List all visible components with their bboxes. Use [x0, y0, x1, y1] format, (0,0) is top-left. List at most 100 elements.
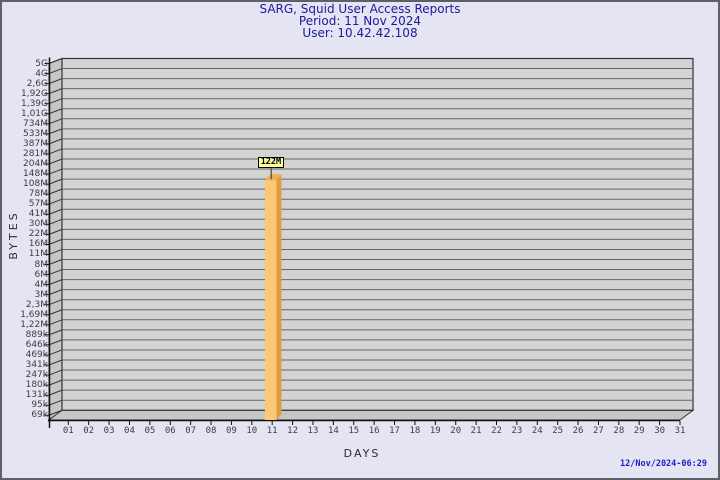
y-tick-label: 2,6G	[26, 78, 48, 89]
y-tick-label: 30M	[28, 219, 48, 230]
y-tick-label: 95k	[31, 400, 48, 411]
wall-tick	[48, 349, 63, 356]
chart-period: Period: 11 Nov 2024	[298, 14, 422, 28]
x-tick-label: 07	[185, 426, 197, 436]
wall-tick	[48, 248, 63, 255]
x-tick-label: 21	[470, 426, 482, 436]
wall-tick	[48, 108, 63, 115]
wall-tick	[48, 58, 63, 64]
wall-tick	[48, 218, 63, 225]
wall-tick	[48, 299, 63, 306]
y-tick-label: 57M	[28, 199, 48, 210]
x-tick-label: 31	[674, 426, 686, 436]
x-tick-label: 16	[368, 426, 380, 436]
x-tick-label: 25	[552, 426, 564, 436]
y-tick-label: 4G	[35, 68, 48, 79]
y-tick-label: 1,01G	[20, 108, 48, 119]
x-tick-label: 18	[409, 426, 421, 436]
wall-tick	[48, 259, 63, 265]
y-tick-label: 5G	[35, 58, 48, 69]
y-tick-label: 646k	[25, 339, 48, 350]
x-tick-label: 10	[246, 426, 258, 436]
y-tick-label: 1,69M	[20, 309, 48, 320]
wall-tick	[48, 279, 63, 286]
x-tick-label: 11	[266, 426, 278, 436]
y-tick-label: 41M	[28, 209, 48, 220]
x-tick-label: 04	[124, 426, 135, 436]
y-tick-label: 131k	[25, 390, 48, 401]
x-tick-label: 23	[511, 426, 523, 436]
wall-tick	[48, 138, 63, 145]
y-tick-label: 3M	[34, 289, 49, 300]
x-tick-label: 15	[348, 426, 360, 436]
wall-tick	[48, 379, 63, 386]
y-tick-label: 108M	[23, 179, 48, 190]
y-tick-label: 247k	[25, 370, 48, 381]
plot-floor	[47, 409, 695, 421]
y-tick-label: 387M	[23, 138, 48, 149]
y-tick-label: 341k	[25, 360, 48, 370]
y-tick-label: 2,3M	[25, 299, 48, 310]
wall-tick	[48, 389, 63, 396]
x-tick-label: 27	[593, 426, 604, 436]
x-tick-label: 08	[205, 426, 217, 436]
wall-tick	[48, 329, 63, 336]
bar-side-face	[276, 174, 282, 420]
y-tick-label: 889k	[25, 329, 48, 340]
x-tick-label: 13	[307, 426, 319, 436]
x-tick-label: 02	[83, 426, 95, 436]
chart-title: SARG, Squid User Access Reports	[259, 2, 461, 16]
wall-tick	[48, 319, 63, 326]
chart-user: User: 10.42.42.108	[302, 26, 418, 40]
wall-tick	[48, 238, 63, 245]
x-tick-label: 17	[389, 426, 400, 436]
x-tick-label: 30	[654, 426, 666, 436]
wall-tick	[48, 309, 63, 316]
y-tick-label: 78M	[28, 189, 48, 200]
wall-tick	[48, 68, 63, 75]
plot-area	[61, 57, 694, 411]
wall-tick	[48, 78, 63, 85]
wall-tick	[48, 128, 63, 135]
wall-tick	[48, 98, 63, 105]
wall-tick	[48, 178, 63, 185]
wall-tick	[48, 269, 63, 276]
bar-front-face	[264, 180, 277, 420]
wall-tick	[48, 88, 63, 95]
wall-tick	[48, 399, 63, 406]
y-tick-label: 204M	[23, 159, 48, 169]
wall-tick	[48, 339, 63, 346]
wall-tick	[48, 208, 63, 215]
y-tick-label: 469k	[25, 349, 48, 360]
wall-tick	[48, 359, 63, 366]
y-tick-label: 148M	[23, 169, 48, 180]
y-tick-label: 8M	[34, 259, 49, 270]
y-tick-label: 281M	[23, 148, 48, 159]
wall-tick	[48, 168, 63, 175]
y-tick-label: 16M	[28, 239, 48, 250]
x-tick-label: 14	[327, 426, 339, 436]
x-tick-label: 22	[491, 426, 502, 436]
y-tick-label: 734M	[23, 118, 48, 129]
x-tick-label: 03	[103, 426, 115, 436]
y-tick-label: 1,22M	[20, 319, 48, 330]
y-tick-label: 11M	[28, 249, 48, 260]
bar-top-face	[264, 174, 282, 181]
y-tick-label: 22M	[28, 229, 48, 240]
y-tick-label: 4M	[34, 279, 49, 290]
wall-tick	[48, 409, 63, 416]
wall-tick	[48, 148, 63, 155]
x-tick-label: 06	[164, 426, 176, 436]
x-tick-label: 05	[144, 426, 156, 436]
x-tick-label: 20	[450, 426, 462, 436]
x-tick-label: 09	[225, 426, 237, 436]
y-axis-title: BYTES	[7, 210, 20, 260]
x-tick-label: 19	[429, 426, 441, 436]
bar-value-label: 122M	[257, 157, 285, 169]
x-axis-title: DAYS	[343, 447, 381, 460]
wall-tick	[48, 188, 63, 195]
generation-timestamp: 12/Nov/2024-06:29	[620, 459, 707, 469]
y-tick-label: 1,92G	[20, 88, 48, 99]
y-tick-label: 180k	[25, 380, 48, 391]
